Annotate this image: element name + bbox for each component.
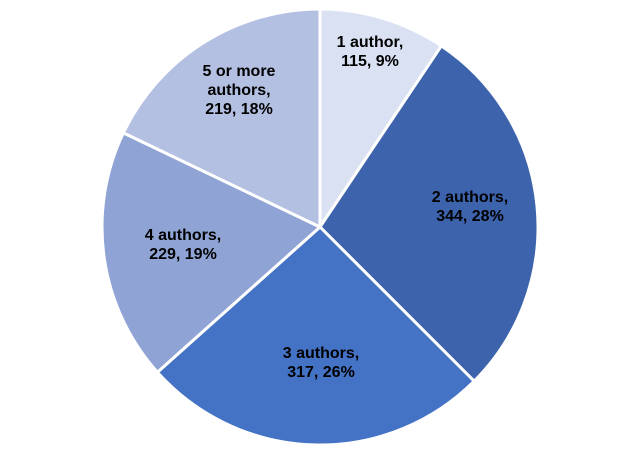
pie-slice-4-authors [100, 131, 322, 374]
data-label-line: 229, 19% [149, 246, 217, 263]
labels-layer: 1 author, 115, 9% 2 authors, 344, 28% 3 auth… [145, 34, 508, 381]
pie-slice-5-or-more-authors [121, 7, 322, 229]
pie-slice-3-authors [155, 225, 476, 447]
slices-layer [100, 7, 540, 447]
data-label-line: 5 or more [203, 63, 276, 80]
pie-slice-1-author [318, 7, 443, 229]
data-label-line: 115, 9% [341, 53, 399, 70]
data-label-2-authors: 2 authors, 344, 28% [432, 189, 508, 225]
data-label-line: 219, 18% [205, 101, 273, 118]
data-label-3-authors: 3 authors, 317, 26% [283, 345, 359, 381]
data-label-line: 2 authors, [432, 189, 508, 206]
pie-slice-2-authors [318, 44, 540, 383]
data-label-line: 4 authors, [145, 227, 221, 244]
data-label-line: 344, 28% [436, 208, 504, 225]
data-label-line: authors, [207, 82, 270, 99]
data-label-5-or-more-authors: 5 or more authors, 219, 18% [203, 63, 276, 118]
data-label-line: 317, 26% [287, 364, 355, 381]
data-label-4-authors: 4 authors, 229, 19% [145, 227, 221, 263]
data-label-line: 3 authors, [283, 345, 359, 362]
data-label-line: 1 author, [337, 34, 404, 51]
data-label-1-author: 1 author, 115, 9% [337, 34, 404, 70]
